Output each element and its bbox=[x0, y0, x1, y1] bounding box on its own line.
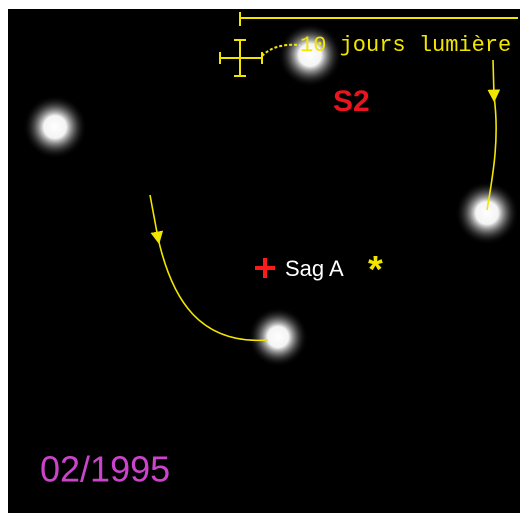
error-cross bbox=[219, 39, 301, 77]
center-label: Sag A bbox=[285, 256, 344, 281]
star-label: S2 bbox=[333, 85, 370, 118]
star bbox=[23, 95, 87, 159]
orbit-tracks bbox=[149, 59, 501, 342]
scale-label: 10 jours lumière bbox=[300, 33, 511, 58]
center-cross bbox=[255, 258, 275, 278]
star bbox=[278, 23, 342, 87]
star bbox=[248, 307, 308, 367]
date-label: 02/1995 bbox=[40, 449, 170, 490]
center-symbol: * bbox=[368, 249, 383, 291]
star bbox=[455, 181, 519, 245]
scale-bar bbox=[239, 12, 518, 26]
